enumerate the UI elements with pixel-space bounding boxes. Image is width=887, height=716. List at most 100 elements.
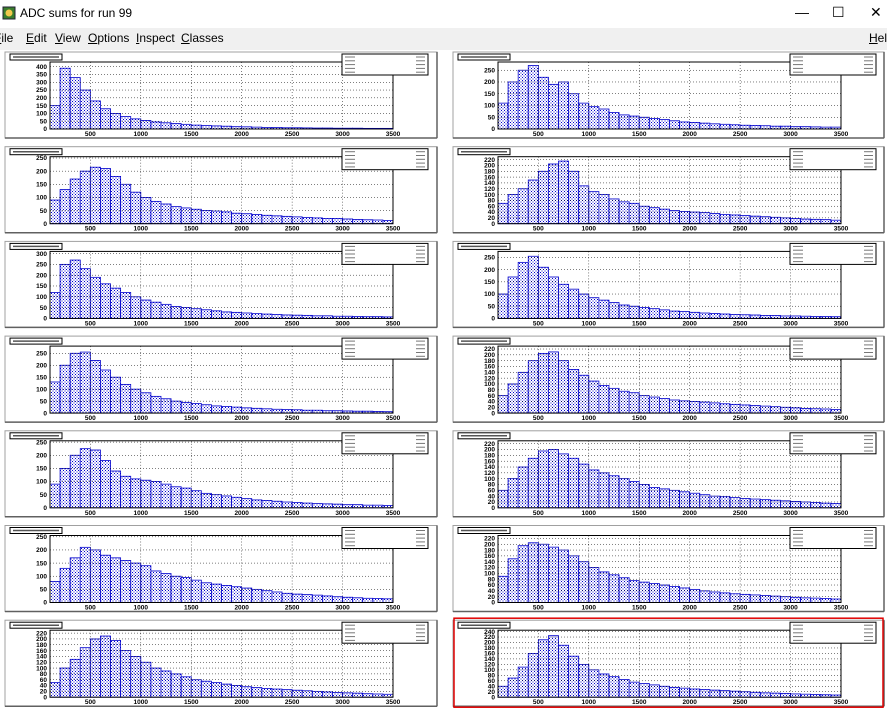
histogram-bar: [780, 217, 791, 225]
histogram-bar: [49, 682, 61, 698]
x-tick-label: 2500: [285, 605, 300, 612]
y-tick-label: 0: [43, 126, 47, 133]
x-tick-label: 1000: [134, 415, 149, 422]
histogram-bar: [729, 314, 741, 319]
app-icon: [2, 6, 16, 20]
maximize-button[interactable]: ☐: [832, 4, 845, 20]
x-tick-label: 2500: [733, 510, 748, 517]
histogram-bar: [699, 401, 711, 414]
minimize-button[interactable]: —: [795, 4, 809, 20]
menu-item[interactable]: File: [0, 31, 14, 45]
histogram-bar: [120, 383, 132, 414]
menu-item[interactable]: View: [55, 31, 81, 45]
histogram-bar: [638, 581, 650, 603]
x-tick-label: 1500: [632, 226, 647, 233]
x-tick-label: 1500: [184, 226, 199, 233]
histogram-bar: [548, 351, 559, 414]
menu-item[interactable]: Edit: [26, 31, 47, 45]
y-tick-label: 150: [36, 466, 47, 473]
y-tick-label: 200: [36, 168, 47, 175]
histogram-bar: [79, 89, 91, 130]
x-tick-label: 3000: [783, 131, 798, 138]
histogram-bar: [130, 656, 142, 698]
histogram-bar: [648, 207, 660, 225]
y-tick-label: 350: [36, 72, 47, 79]
histogram-bar: [669, 210, 680, 225]
histogram-bar: [749, 125, 761, 130]
histogram-bar: [100, 460, 111, 509]
y-tick-label: 180: [484, 453, 495, 460]
histogram-bar: [608, 676, 620, 698]
histogram-bar: [820, 219, 832, 225]
histogram-bar: [49, 483, 61, 509]
x-tick-label: 1000: [134, 510, 149, 517]
histogram-bar: [800, 597, 812, 603]
y-tick-label: 140: [484, 180, 495, 187]
histogram-bar: [669, 686, 680, 698]
x-tick-label: 1000: [582, 699, 597, 706]
histogram-bar: [507, 383, 519, 414]
histogram-bar: [301, 690, 313, 698]
histogram-bar: [669, 310, 680, 319]
histogram-bar: [759, 499, 771, 509]
plot-frame: [497, 345, 842, 414]
menu-item[interactable]: Inspect: [136, 31, 175, 45]
y-tick-label: 200: [484, 352, 495, 359]
histogram-bar: [578, 663, 590, 698]
menu-item[interactable]: Help: [869, 31, 887, 45]
histogram-bar: [780, 406, 791, 414]
y-tick-label: 60: [488, 393, 496, 400]
y-tick-label: 100: [36, 294, 47, 301]
histogram-bar: [89, 100, 101, 130]
histogram-bar: [140, 299, 152, 319]
histogram-bar: [517, 261, 529, 319]
histogram-bar: [790, 500, 802, 509]
histogram-panel: 0 50 100 150 200 250 500 1000 1500 2000 2500 3000 35…: [4, 146, 438, 234]
histogram-bar: [719, 123, 731, 130]
x-tick-label: 3000: [335, 415, 350, 422]
menu-item[interactable]: Options: [88, 31, 130, 45]
x-tick-label: 2500: [733, 320, 748, 327]
histogram-bar: [271, 500, 283, 509]
histogram-bar: [699, 312, 711, 319]
histogram-bar: [271, 215, 283, 225]
y-tick-label: 100: [484, 476, 495, 483]
histogram-bar: [820, 502, 832, 509]
plot-frame: [497, 535, 842, 603]
y-tick-label: 200: [36, 272, 47, 279]
histogram-bar: [719, 690, 731, 698]
histogram-bar: [568, 93, 580, 130]
x-tick-label: 1500: [632, 699, 647, 706]
histogram-bar: [100, 635, 111, 698]
y-tick-label: 40: [40, 683, 48, 690]
y-tick-label: 40: [488, 209, 496, 216]
histogram-bar: [231, 212, 243, 225]
histogram-bar: [190, 208, 202, 225]
x-tick-label: 3500: [386, 510, 401, 517]
y-tick-label: 140: [36, 654, 47, 661]
histogram-bar: [648, 308, 660, 319]
histogram-bar: [699, 689, 711, 698]
histogram-bar: [588, 106, 600, 130]
histogram-bar: [497, 102, 509, 130]
histogram-bar: [170, 306, 182, 319]
y-tick-label: 100: [36, 665, 47, 672]
x-tick-label: 2500: [285, 415, 300, 422]
histogram-bar: [558, 360, 570, 414]
histogram-bar: [352, 692, 364, 698]
histogram-bar: [49, 199, 61, 225]
x-tick-label: 1500: [184, 699, 199, 706]
histogram-bar: [140, 392, 152, 414]
histogram-bar: [537, 352, 549, 414]
histogram-bar: [729, 124, 741, 130]
x-tick-label: 1000: [582, 510, 597, 517]
histogram-bar: [749, 405, 761, 414]
close-button[interactable]: ✕: [870, 4, 882, 20]
histogram-bar: [180, 577, 192, 603]
stats-box: [789, 432, 877, 455]
histogram-bar: [820, 598, 832, 603]
menu-item[interactable]: Classes: [181, 31, 224, 45]
stats-box: [341, 53, 429, 76]
